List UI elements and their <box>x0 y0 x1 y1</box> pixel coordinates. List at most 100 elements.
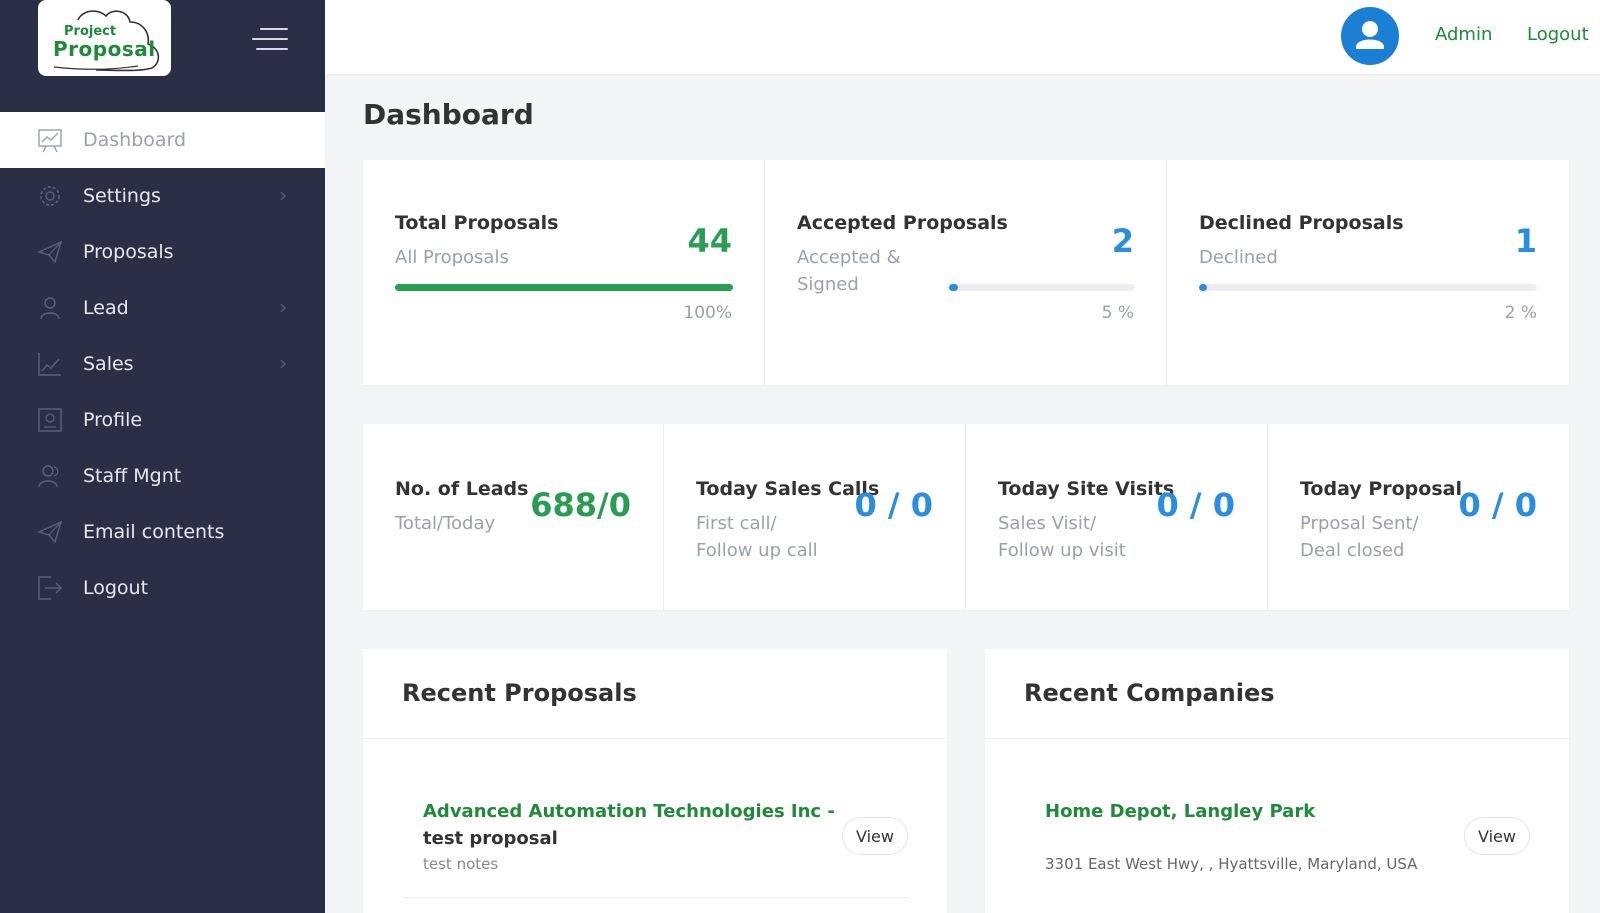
sidebar-item-label: Profile <box>83 409 143 431</box>
menu-toggle-icon[interactable] <box>252 28 288 52</box>
stat-subtitle: Deal closed <box>1300 540 1405 561</box>
progress-bar <box>395 284 733 291</box>
page-title: Dashboard <box>363 98 534 131</box>
sidebar-item-label: Staff Mgnt <box>83 465 182 487</box>
paper-plane-icon <box>37 520 63 544</box>
progress-bar-fill <box>395 284 733 291</box>
admin-link[interactable]: Admin <box>1435 24 1493 45</box>
stat-subtitle: Signed <box>797 274 859 295</box>
stat-today-site-visits: Today Site Visits Sales Visit/ Follow up… <box>966 424 1268 610</box>
divider <box>363 738 947 739</box>
line-chart-icon <box>38 353 61 376</box>
gear-icon <box>40 186 60 206</box>
stat-value: 1 <box>1514 222 1537 260</box>
stat-value: 2 <box>1111 222 1134 260</box>
progress-bar-fill <box>949 284 959 291</box>
stat-title: Declined Proposals <box>1199 212 1404 234</box>
paper-plane-icon <box>37 240 63 264</box>
user-avatar-icon <box>1356 21 1384 49</box>
stat-title: Today Sales Calls <box>696 478 880 500</box>
stat-value: 44 <box>687 222 732 260</box>
stat-value: 688/0 <box>530 486 631 524</box>
stat-subtitle: Sales Visit/ <box>998 513 1097 534</box>
stat-title: Today Proposal <box>1300 478 1462 500</box>
sidebar-item-label: Proposals <box>83 241 174 263</box>
proposal-title-suffix: test proposal <box>423 828 558 849</box>
progress-bar <box>949 284 1135 291</box>
progress-bar <box>1199 284 1537 291</box>
sidebar: Project Proposal Dashboard Settings <box>0 0 325 913</box>
chart-board-icon <box>38 129 62 153</box>
stat-subtitle: All Proposals <box>395 247 509 268</box>
stat-value: 0 / 0 <box>1156 486 1236 524</box>
stat-today-proposal: Today Proposal Prposal Sent/ Deal closed… <box>1268 424 1569 610</box>
proposal-stats-card: Total Proposals All Proposals 44 100% Ac… <box>363 160 1569 385</box>
chevron-right-icon <box>280 191 286 201</box>
brand-area: Project Proposal <box>0 0 325 112</box>
sidebar-item-label: Settings <box>83 185 161 207</box>
stat-declined-proposals: Declined Proposals Declined 1 2 % <box>1167 160 1569 385</box>
view-proposal-button[interactable]: View <box>842 817 908 855</box>
sidebar-item-label: Dashboard <box>83 129 187 151</box>
stat-title: Today Site Visits <box>998 478 1175 500</box>
sidebar-item-label: Email contents <box>83 521 225 543</box>
proposal-note: test notes <box>423 855 499 873</box>
sidebar-item-logout[interactable]: Logout <box>0 560 325 616</box>
stat-subtitle: Accepted & <box>797 247 901 268</box>
sidebar-item-lead[interactable]: Lead <box>0 280 325 336</box>
cloud-logo-icon <box>53 10 160 72</box>
user-icon <box>40 297 60 320</box>
stat-subtitle: Total/Today <box>395 513 496 534</box>
sidebar-item-dashboard[interactable]: Dashboard <box>0 112 325 168</box>
logo-text-proposal: Proposal <box>53 37 156 61</box>
stat-today-sales-calls: Today Sales Calls First call/ Follow up … <box>664 424 966 610</box>
panel-title: Recent Companies <box>1024 679 1275 707</box>
company-address: 3301 East West Hwy, , Hyattsville, Maryl… <box>1045 855 1418 873</box>
sidebar-item-sales[interactable]: Sales <box>0 336 325 392</box>
stat-percent: 5 % <box>1101 303 1134 323</box>
sidebar-item-proposals[interactable]: Proposals <box>0 224 325 280</box>
divider <box>402 897 908 898</box>
sidebar-item-profile[interactable]: Profile <box>0 392 325 448</box>
stat-subtitle: Prposal Sent/ <box>1300 513 1419 534</box>
stat-title: Accepted Proposals <box>797 212 1008 234</box>
avatar[interactable] <box>1341 7 1399 65</box>
logout-icon <box>38 576 62 600</box>
top-bar: Admin Logout <box>325 0 1600 74</box>
logo-text-project: Project <box>64 24 117 39</box>
view-company-button[interactable]: View <box>1464 817 1530 855</box>
sidebar-item-staff-mgnt[interactable]: Staff Mgnt <box>0 448 325 504</box>
recent-proposals-panel: Recent Proposals Advanced Automation Tec… <box>363 649 947 913</box>
stat-subtitle: Follow up visit <box>998 540 1126 561</box>
stat-subtitle: Follow up call <box>696 540 818 561</box>
stat-title: Total Proposals <box>395 212 559 234</box>
stat-percent: 100% <box>683 303 732 323</box>
stat-value: 0 / 0 <box>1458 486 1538 524</box>
panel-title: Recent Proposals <box>402 679 637 707</box>
lead-stats-card: No. of Leads Total/Today 688/0 Today Sal… <box>363 424 1569 610</box>
stat-subtitle: Declined <box>1199 247 1278 268</box>
users-icon <box>38 465 59 488</box>
sidebar-item-label: Logout <box>83 577 149 599</box>
stat-no-of-leads: No. of Leads Total/Today 688/0 <box>363 424 664 610</box>
logo[interactable]: Project Proposal <box>38 0 171 76</box>
stat-total-proposals: Total Proposals All Proposals 44 100% <box>363 160 765 385</box>
list-item: Advanced Automation Technologies Inc - t… <box>363 649 947 913</box>
stat-percent: 2 % <box>1504 303 1537 323</box>
logout-link[interactable]: Logout <box>1527 24 1589 45</box>
sidebar-item-email-contents[interactable]: Email contents <box>0 504 325 560</box>
recent-companies-panel: Recent Companies Home Depot, Langley Par… <box>985 649 1569 913</box>
stat-title: No. of Leads <box>395 478 529 500</box>
proposal-title-link[interactable]: Advanced Automation Technologies Inc - <box>423 801 835 822</box>
stat-value: 0 / 0 <box>854 486 934 524</box>
sidebar-item-label: Sales <box>83 353 134 375</box>
stat-subtitle: First call/ <box>696 513 777 534</box>
id-card-icon <box>38 408 62 432</box>
company-name-link[interactable]: Home Depot, Langley Park <box>1045 801 1316 822</box>
stat-accepted-proposals: Accepted Proposals Accepted & Signed 2 5… <box>765 160 1167 385</box>
progress-bar-fill <box>1199 284 1208 291</box>
list-item: Home Depot, Langley Park 3301 East West … <box>985 649 1569 913</box>
sidebar-item-label: Lead <box>83 297 129 319</box>
sidebar-item-settings[interactable]: Settings <box>0 168 325 224</box>
chevron-right-icon <box>280 359 286 369</box>
